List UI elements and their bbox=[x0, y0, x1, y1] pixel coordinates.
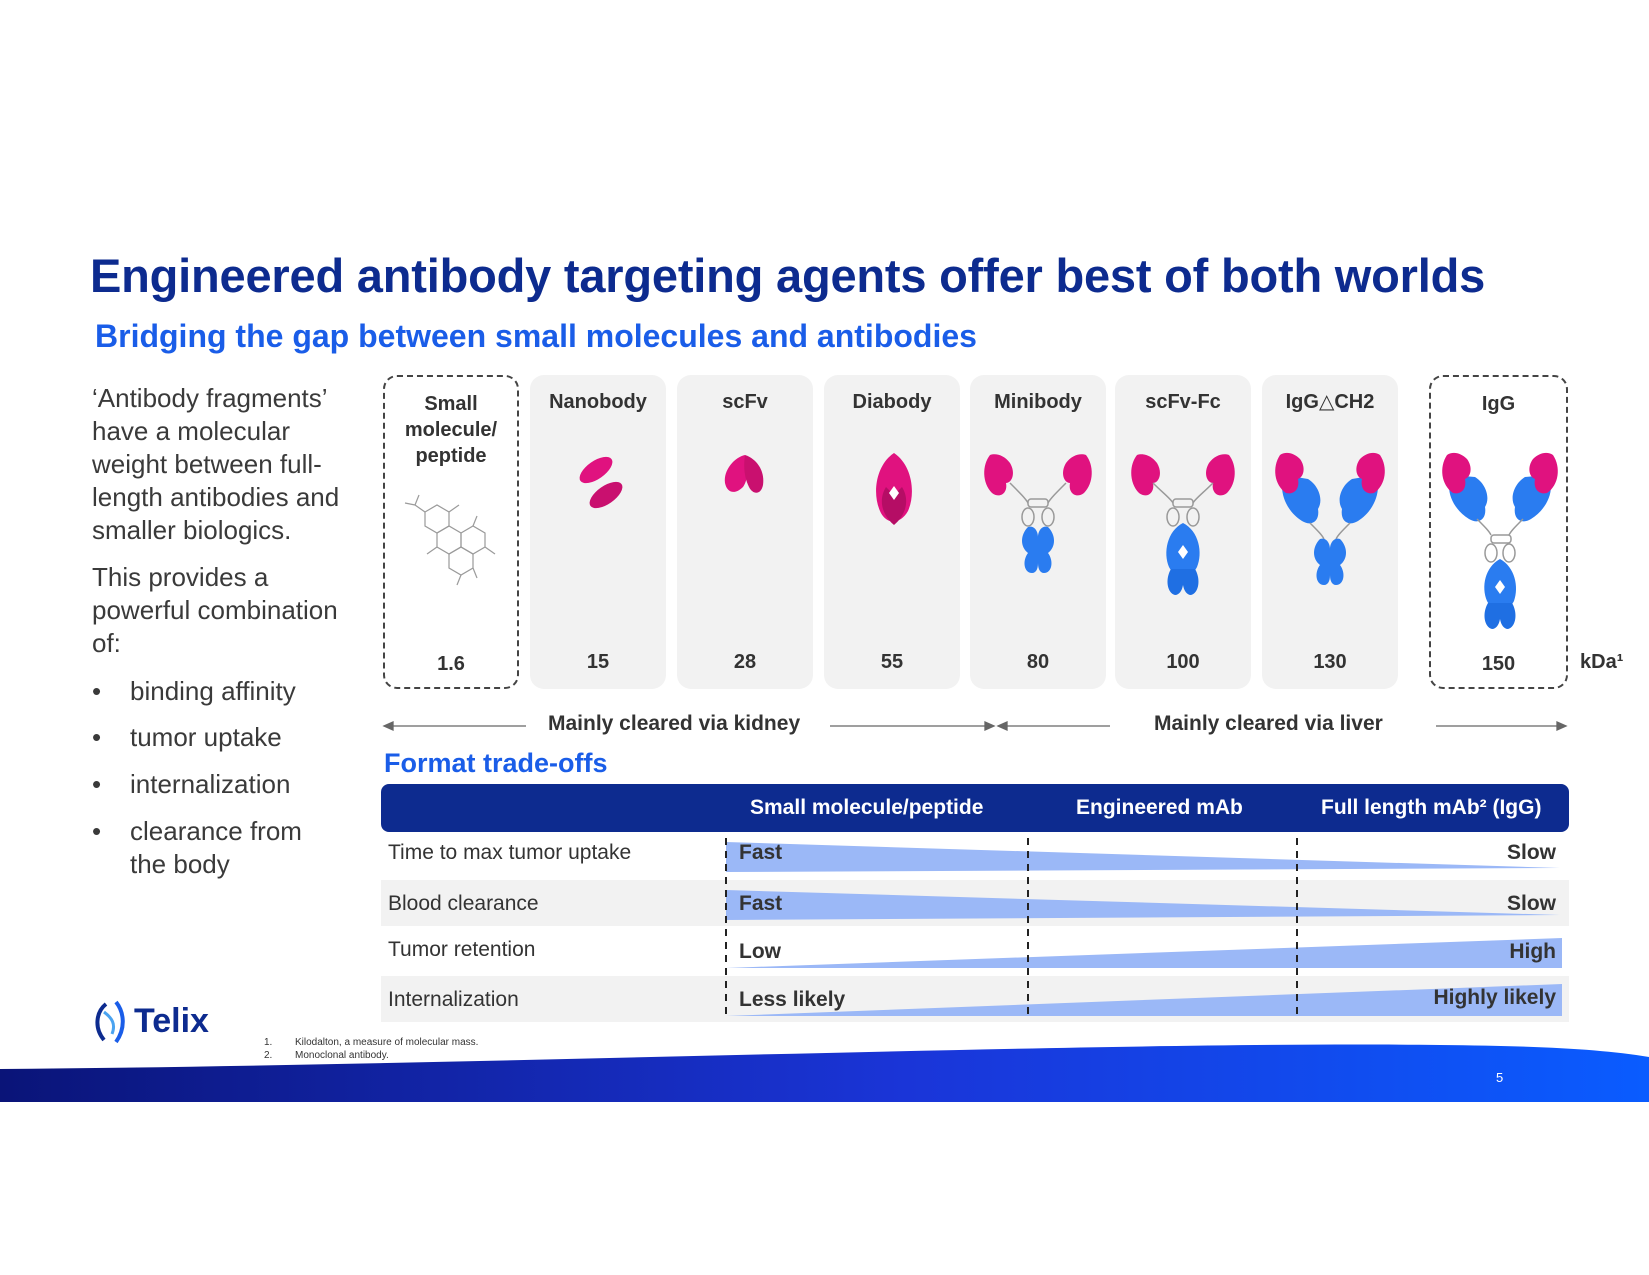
clearance-liver-label: Mainly cleared via liver bbox=[1154, 712, 1383, 735]
row-left-value: Low bbox=[739, 940, 781, 963]
clearance-arrows bbox=[382, 720, 1568, 732]
format-name: IgG bbox=[1481, 393, 1516, 415]
table-header bbox=[381, 784, 1569, 832]
scfv-fc-icon bbox=[1131, 454, 1235, 595]
column-header: Engineered mAb bbox=[1076, 796, 1243, 819]
intro-text-2: This provides a powerful combination of: bbox=[92, 562, 338, 658]
format-card-diabody: Diabody 55 bbox=[824, 375, 960, 689]
minibody-icon bbox=[984, 454, 1092, 573]
footnote-number: 2. bbox=[264, 1050, 273, 1061]
nanobody-icon bbox=[579, 456, 623, 509]
footnote-text: Kilodalton, a measure of molecular mass. bbox=[295, 1037, 479, 1048]
format-card-scfv-fc: scFv-Fc 100 bbox=[1115, 375, 1251, 689]
igg-icon bbox=[1442, 452, 1558, 629]
kda-unit-label: kDa¹ bbox=[1580, 651, 1624, 673]
format-card-small-molecule: Small molecule/ peptide 1.6 bbox=[383, 375, 519, 689]
scfv-icon bbox=[724, 455, 764, 493]
format-name: scFv bbox=[722, 391, 768, 413]
format-name: IgG△CH2 bbox=[1285, 391, 1375, 413]
column-header: Full length mAb² (IgG) bbox=[1321, 796, 1542, 819]
row-left-value: Less likely bbox=[739, 988, 846, 1011]
format-kda-value: 150 bbox=[1481, 653, 1516, 675]
igg-dch2-icon bbox=[1275, 452, 1385, 585]
format-name: Minibody bbox=[994, 391, 1082, 413]
format-name: Nanobody bbox=[549, 391, 647, 413]
format-kda-value: 100 bbox=[1166, 651, 1200, 673]
row-label: Time to max tumor uptake bbox=[388, 841, 632, 864]
row-right-value: High bbox=[1509, 940, 1556, 963]
format-kda-value: 28 bbox=[733, 651, 757, 673]
format-kda-value: 55 bbox=[880, 651, 904, 673]
format-card-igg-dch2: IgG△CH2 130 bbox=[1262, 375, 1398, 689]
diabody-icon bbox=[876, 453, 912, 525]
slide-title: Engineered antibody targeting agents off… bbox=[90, 249, 1486, 302]
format-name: Small molecule/ peptide bbox=[404, 393, 498, 467]
row-left-value: Fast bbox=[739, 841, 783, 864]
format-card-igg: IgG 150 bbox=[1429, 375, 1568, 689]
format-kda-value: 15 bbox=[586, 651, 610, 673]
row-label: Blood clearance bbox=[388, 892, 539, 915]
telix-logo-text: Telix bbox=[134, 1002, 209, 1040]
format-kda-value: 130 bbox=[1313, 651, 1347, 673]
format-name: Diabody bbox=[852, 391, 932, 413]
molecule-structure-icon bbox=[404, 494, 496, 586]
row-label: Tumor retention bbox=[388, 938, 536, 961]
column-header: Small molecule/peptide bbox=[750, 796, 984, 819]
format-kda-value: 80 bbox=[1026, 651, 1050, 673]
format-card-minibody: Minibody 80 bbox=[970, 375, 1106, 689]
page-number: 5 bbox=[1496, 1070, 1504, 1085]
row-left-value: Fast bbox=[739, 892, 783, 915]
row-right-value: Highly likely bbox=[1433, 986, 1556, 1009]
telix-logo-icon bbox=[95, 1000, 125, 1044]
intro-text: ‘Antibody fragments’ have a molecular we… bbox=[92, 383, 340, 545]
format-card-nanobody: Nanobody 15 bbox=[530, 375, 666, 689]
format-card-scfv: scFv 28 bbox=[677, 375, 813, 689]
row-label: Internalization bbox=[388, 988, 519, 1011]
format-name: scFv-Fc bbox=[1145, 391, 1221, 413]
row-right-value: Slow bbox=[1506, 892, 1556, 915]
footnote-number: 1. bbox=[264, 1037, 273, 1048]
tradeoffs-heading: Format trade-offs bbox=[384, 748, 608, 778]
footnote-text: Monoclonal antibody. bbox=[295, 1050, 389, 1061]
footer-wave-band bbox=[0, 1044, 1649, 1102]
row-right-value: Slow bbox=[1506, 841, 1556, 864]
clearance-kidney-label: Mainly cleared via kidney bbox=[548, 712, 801, 735]
slide-subtitle: Bridging the gap between small molecules… bbox=[95, 318, 977, 354]
format-kda-value: 1.6 bbox=[437, 653, 465, 675]
